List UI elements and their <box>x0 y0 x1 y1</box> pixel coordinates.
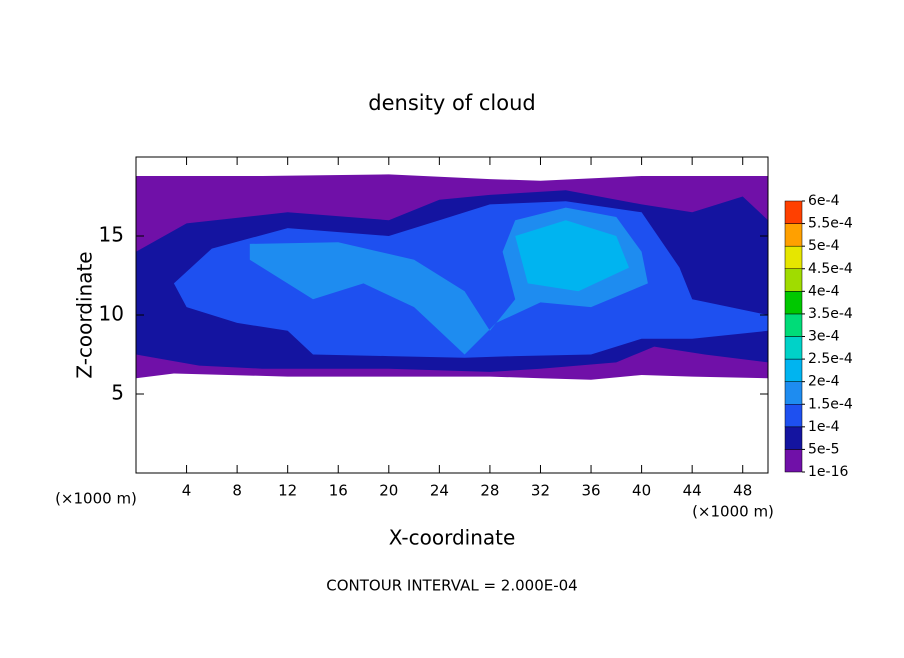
chart-title: density of cloud <box>368 91 535 115</box>
y-tick-label: 10 <box>99 302 124 326</box>
x-tick-label: 36 <box>581 482 600 500</box>
colorbar-label: 2e-4 <box>808 374 840 390</box>
colorbar-box <box>784 426 803 450</box>
colorbar-label: 1e-4 <box>808 419 840 435</box>
x-tick-label: 48 <box>733 482 752 500</box>
colorbar-label: 2.5e-4 <box>808 351 853 367</box>
colorbar-label: 4.5e-4 <box>808 261 853 277</box>
colorbar-label: 1.5e-4 <box>808 396 853 412</box>
y-tick-label: 15 <box>99 223 124 247</box>
x-tick-label: 4 <box>182 482 192 500</box>
colorbar-box <box>784 313 803 337</box>
colorbar-label: 6e-4 <box>808 193 840 209</box>
annotation: CONTOUR INTERVAL = 2.000E-04 <box>326 577 577 595</box>
colorbar-box <box>784 268 803 292</box>
colorbar-box <box>784 358 803 382</box>
x-tick-label: 8 <box>232 482 242 500</box>
colorbar-box <box>784 404 803 428</box>
x-unit: (×1000 m) <box>692 503 774 521</box>
colorbar-box <box>784 449 803 473</box>
colorbar-box <box>784 336 803 360</box>
colorbar-label: 4e-4 <box>808 283 840 299</box>
colorbar-box <box>784 223 803 247</box>
colorbar-label: 5e-4 <box>808 238 840 254</box>
x-tick-label: 20 <box>379 482 398 500</box>
x-tick-label: 24 <box>430 482 449 500</box>
colorbar-box <box>784 245 803 270</box>
colorbar-box <box>784 291 803 315</box>
x-tick-label: 32 <box>531 482 550 500</box>
colorbar-label: 3e-4 <box>808 329 840 345</box>
y-unit: (×1000 m) <box>55 490 137 508</box>
colorbar-box <box>784 200 803 224</box>
colorbar-box <box>784 381 803 405</box>
x-tick-label: 40 <box>632 482 651 500</box>
colorbar-label: 5.5e-4 <box>808 216 853 232</box>
contour-fill <box>515 220 629 292</box>
x-tick-label: 44 <box>683 482 702 500</box>
x-tick-label: 16 <box>329 482 348 500</box>
y-axis-label: Z-coordinate <box>73 251 97 378</box>
x-tick-label: 28 <box>480 482 499 500</box>
y-tick-label: 5 <box>111 381 124 405</box>
x-axis-label: X-coordinate <box>389 526 516 550</box>
colorbar-label: 3.5e-4 <box>808 306 853 322</box>
colorbar-label: 5e-5 <box>808 441 839 457</box>
colorbar-label: 1e-16 <box>808 464 848 480</box>
x-tick-label: 12 <box>278 482 297 500</box>
